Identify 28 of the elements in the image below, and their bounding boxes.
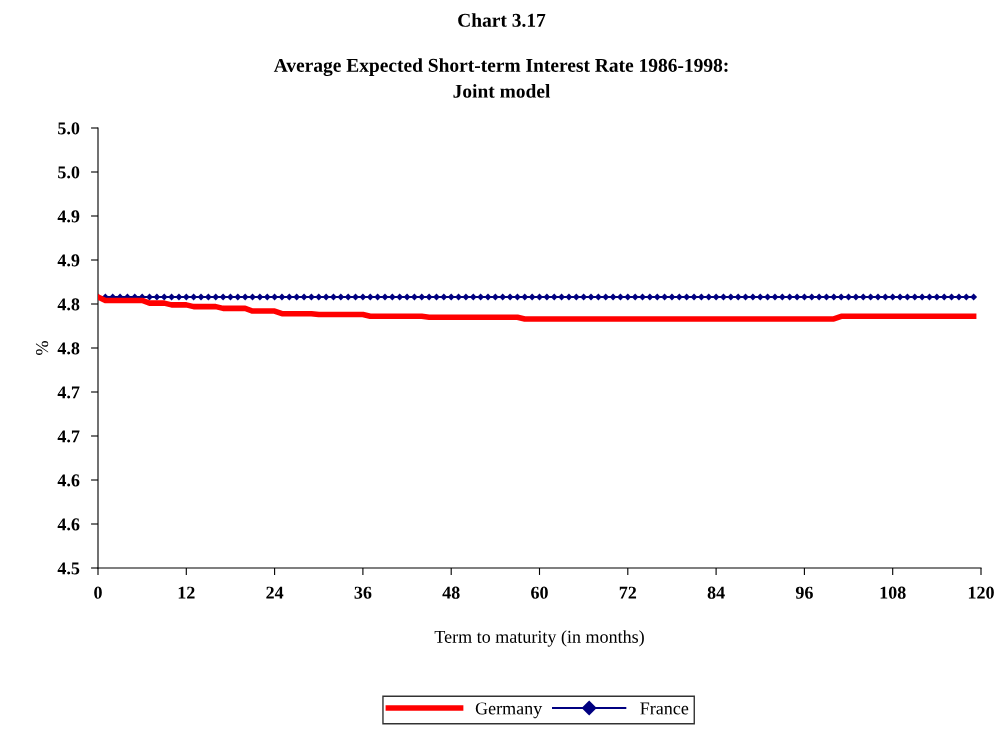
x-tick-label: 96	[795, 586, 813, 599]
x-tick-label: 108	[880, 586, 906, 599]
x-tick-label: 84	[707, 586, 725, 599]
x-tick-label: 24	[266, 586, 284, 599]
y-tick-label: 4.8	[57, 342, 80, 355]
y-tick-label: 4.9	[57, 254, 80, 267]
y-tick-label: 4.6	[57, 474, 80, 487]
legend-label: France	[640, 702, 689, 715]
x-tick-label: 60	[531, 586, 548, 599]
y-tick-label: 5.0	[58, 122, 80, 135]
y-tick-label: 4.9	[57, 210, 80, 223]
x-tick-label: 36	[354, 586, 372, 599]
y-tick-label: 4.8	[57, 298, 80, 311]
y-tick-label: 4.7	[57, 430, 80, 443]
chart-title: Chart 3.17	[458, 13, 546, 27]
x-tick-label: 0	[94, 586, 102, 599]
y-tick-label: 4.5	[57, 562, 80, 575]
x-tick-label: 48	[442, 586, 460, 599]
x-tick-label: 12	[178, 586, 195, 599]
y-tick-label: 4.6	[57, 518, 80, 531]
y-axis-title: %	[35, 341, 49, 355]
y-tick-label: 4.7	[57, 386, 80, 399]
x-axis-title: Term to maturity (in months)	[434, 630, 644, 647]
x-tick-label: 120	[968, 586, 994, 599]
legend-label: Germany	[475, 702, 543, 719]
x-tick-label: 72	[619, 586, 637, 599]
chart-subtitle: Average Expected Short-term Interest Rate 1986-1998: Joint model	[273, 58, 728, 98]
y-tick-label: 5.0	[58, 166, 80, 179]
